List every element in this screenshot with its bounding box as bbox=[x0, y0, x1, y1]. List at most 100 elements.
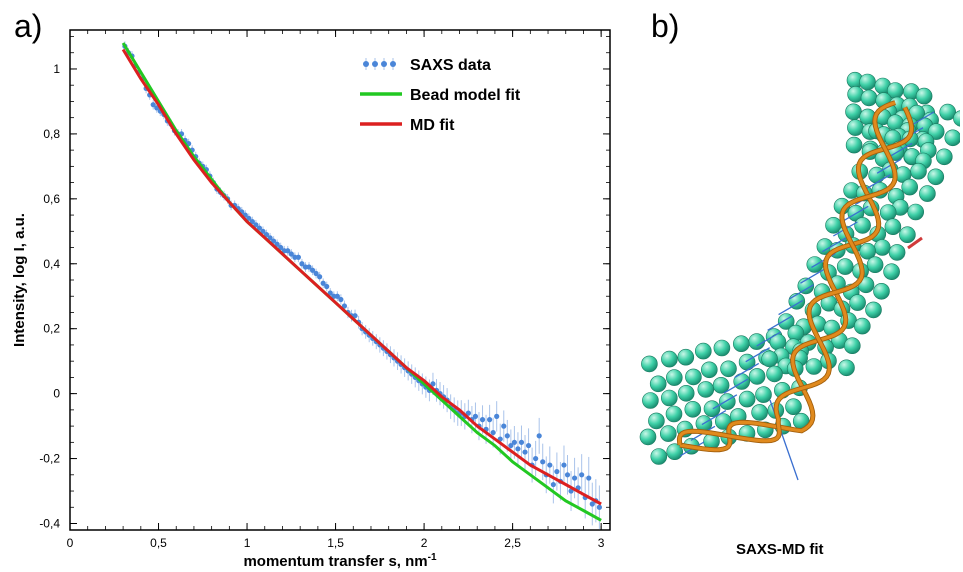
bead bbox=[720, 360, 737, 378]
bead bbox=[907, 203, 925, 221]
bead bbox=[761, 350, 778, 368]
x-axis-label-text: momentum transfer s, nm bbox=[243, 553, 427, 570]
x-tick-label: 2 bbox=[421, 536, 428, 550]
bond bbox=[789, 284, 814, 300]
bead bbox=[859, 73, 876, 91]
data-point bbox=[540, 459, 546, 465]
bead-md-model bbox=[639, 71, 960, 481]
data-point bbox=[525, 442, 532, 449]
bead bbox=[649, 375, 667, 393]
data-point bbox=[508, 442, 514, 449]
bead bbox=[650, 448, 668, 465]
strand-2 bbox=[677, 101, 897, 446]
data-point bbox=[533, 455, 539, 462]
bead bbox=[860, 89, 878, 107]
x-axis-label-superscript: -1 bbox=[428, 552, 437, 563]
bead bbox=[719, 393, 736, 410]
bead bbox=[713, 339, 731, 357]
data-point bbox=[260, 228, 266, 234]
data-point bbox=[324, 283, 330, 290]
bond bbox=[734, 362, 760, 378]
base-pair-bonds bbox=[679, 111, 935, 481]
bead bbox=[944, 129, 960, 147]
axis-ticks: 0 0,5 1 1,5 2 2,5 3 -0,4 -0,2 0 0,2 0,4 0,6 0,8 1 bbox=[39, 30, 610, 550]
bead bbox=[873, 283, 890, 300]
y-tick-label: -0,4 bbox=[39, 517, 60, 531]
bead bbox=[879, 204, 897, 221]
data-point bbox=[327, 290, 333, 296]
data-point bbox=[564, 472, 571, 478]
bead bbox=[806, 256, 824, 273]
bond bbox=[876, 158, 902, 174]
bead bbox=[677, 384, 695, 402]
bead bbox=[661, 350, 678, 368]
bead bbox=[927, 123, 945, 140]
data-point bbox=[561, 462, 567, 468]
bead bbox=[935, 148, 953, 166]
data-point bbox=[494, 413, 500, 419]
data-point bbox=[550, 481, 556, 488]
bead bbox=[641, 355, 658, 373]
data-point bbox=[511, 439, 517, 445]
data-point bbox=[317, 274, 323, 280]
data-point bbox=[430, 381, 436, 387]
data-point bbox=[249, 218, 255, 225]
legend-marker bbox=[363, 61, 369, 67]
bead bbox=[665, 369, 683, 386]
data-point bbox=[256, 225, 263, 231]
bond bbox=[712, 394, 738, 410]
bead bbox=[748, 333, 765, 350]
data-point bbox=[278, 244, 284, 251]
y-tick-label: 0,6 bbox=[43, 192, 60, 206]
y-tick-label: -0,2 bbox=[39, 452, 60, 466]
bead bbox=[733, 335, 750, 353]
y-tick-label: 0 bbox=[53, 387, 60, 401]
data-point bbox=[341, 303, 348, 309]
bead bbox=[849, 294, 866, 311]
bead bbox=[910, 162, 927, 180]
legend-marker bbox=[381, 61, 387, 67]
bead bbox=[805, 358, 823, 375]
backbone-ribbon bbox=[676, 100, 923, 453]
bead bbox=[660, 389, 678, 407]
y-tick-label: 0,2 bbox=[43, 322, 60, 336]
bead bbox=[927, 168, 945, 186]
legend-label: SAXS data bbox=[410, 57, 491, 74]
x-tick-label: 1,5 bbox=[327, 536, 344, 550]
bond bbox=[756, 331, 781, 347]
data-point bbox=[263, 231, 270, 238]
legend-marker bbox=[372, 61, 378, 67]
y-axis-label: Intensity, log I, a.u. bbox=[11, 213, 28, 347]
bead bbox=[748, 368, 766, 385]
data-point bbox=[285, 248, 291, 254]
data-point bbox=[504, 433, 510, 439]
x-tick-label: 2,5 bbox=[504, 536, 521, 550]
bead bbox=[845, 103, 862, 121]
series-line-bead-model-fit bbox=[121, 42, 602, 522]
bond bbox=[865, 174, 891, 190]
bond bbox=[887, 142, 913, 158]
bond bbox=[778, 300, 803, 316]
data-point bbox=[338, 296, 344, 303]
data-point bbox=[299, 261, 305, 267]
bead bbox=[665, 405, 683, 423]
data-point bbox=[295, 254, 301, 260]
bead bbox=[866, 256, 884, 273]
bead bbox=[845, 136, 863, 154]
data-point bbox=[490, 429, 496, 436]
strand-end bbox=[907, 236, 923, 250]
bead bbox=[939, 103, 957, 121]
bead bbox=[648, 412, 665, 430]
data-point bbox=[465, 410, 471, 416]
bead bbox=[854, 217, 871, 234]
legend-label: Bead model fit bbox=[410, 87, 521, 104]
bead bbox=[642, 392, 659, 409]
data-point bbox=[334, 293, 340, 299]
data-point bbox=[586, 475, 592, 481]
data-point bbox=[246, 215, 252, 221]
bond bbox=[701, 410, 727, 426]
bead bbox=[695, 342, 712, 360]
y-tick-label: 0,8 bbox=[43, 127, 60, 141]
data-point bbox=[320, 280, 326, 286]
data-point bbox=[472, 413, 479, 419]
